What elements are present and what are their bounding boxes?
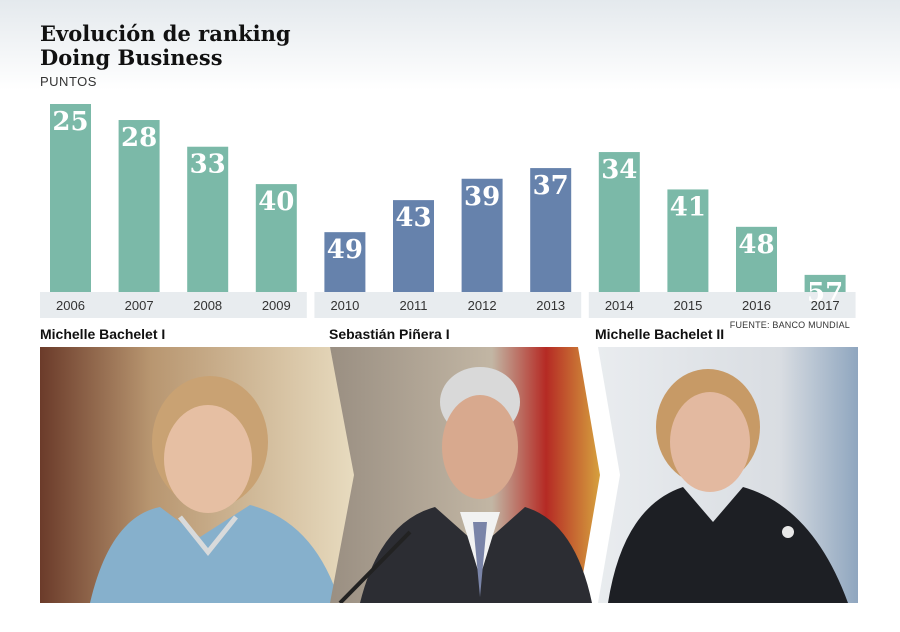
bar-value-label-2017: 57 (807, 278, 843, 308)
bar-2007 (118, 120, 160, 293)
bar-value-label-2016: 48 (738, 230, 774, 260)
x-tick-2007: 2007 (125, 298, 154, 313)
bar-value-label-2006: 25 (52, 107, 88, 137)
bar-value-label-2008: 33 (190, 150, 226, 180)
tick-band-2 (588, 292, 856, 318)
x-tick-2008: 2008 (193, 298, 222, 313)
era-label-pinera-1: Sebastián Piñera I (329, 326, 450, 342)
x-tick-2017: 2017 (811, 298, 840, 313)
bar-2015 (667, 189, 709, 292)
units-label: PUNTOS (40, 74, 97, 89)
x-tick-2011: 2011 (400, 298, 428, 313)
bar-value-label-2011: 43 (395, 203, 431, 233)
bar-2009 (255, 184, 297, 292)
bar-2016 (736, 226, 777, 292)
x-tick-2010: 2010 (330, 298, 359, 313)
bar-value-label-2013: 37 (533, 171, 569, 201)
bar-2017 (804, 274, 846, 292)
x-tick-2013: 2013 (536, 298, 565, 313)
source-note: FUENTE: BANCO MUNDIAL (729, 320, 850, 330)
bar-2010 (324, 232, 366, 292)
x-tick-2015: 2015 (673, 298, 702, 313)
portrait-bachelet-1 (40, 347, 356, 603)
bar-value-label-2010: 49 (327, 235, 363, 265)
chart-title: Evolución de ranking Doing Business (40, 22, 291, 70)
bar-chart: 25 2006 28 2007 33 2008 40 2009 49 2010 43 2011 39 20… (40, 104, 856, 318)
bar-value-label-2014: 34 (601, 155, 637, 185)
chart-title-line2: Doing Business (40, 45, 223, 70)
bar-2012 (461, 178, 503, 292)
portrait-bachelet-2 (598, 347, 858, 603)
portrait-pinera (330, 347, 600, 603)
era-label-bachelet-2: Michelle Bachelet II (595, 326, 725, 342)
era-label-bachelet-1: Michelle Bachelet I (40, 326, 166, 342)
bar-2006 (50, 104, 91, 292)
bar-value-label-2009: 40 (258, 187, 294, 217)
bar-2014 (598, 152, 640, 292)
bar-value-label-2015: 41 (670, 192, 706, 222)
chart-title-line1: Evolución de ranking (40, 21, 291, 46)
x-tick-2009: 2009 (262, 298, 291, 313)
x-tick-2006: 2006 (56, 298, 85, 313)
bar-2013 (530, 168, 572, 292)
x-tick-2014: 2014 (605, 298, 634, 313)
x-tick-2016: 2016 (742, 298, 771, 313)
tick-band-1 (314, 292, 582, 318)
tick-band-0 (40, 292, 307, 318)
x-tick-2012: 2012 (468, 298, 497, 313)
bar-value-label-2007: 28 (121, 123, 157, 153)
bar-value-label-2012: 39 (464, 182, 500, 212)
bar-2008 (187, 146, 229, 292)
bar-2011 (393, 200, 434, 292)
